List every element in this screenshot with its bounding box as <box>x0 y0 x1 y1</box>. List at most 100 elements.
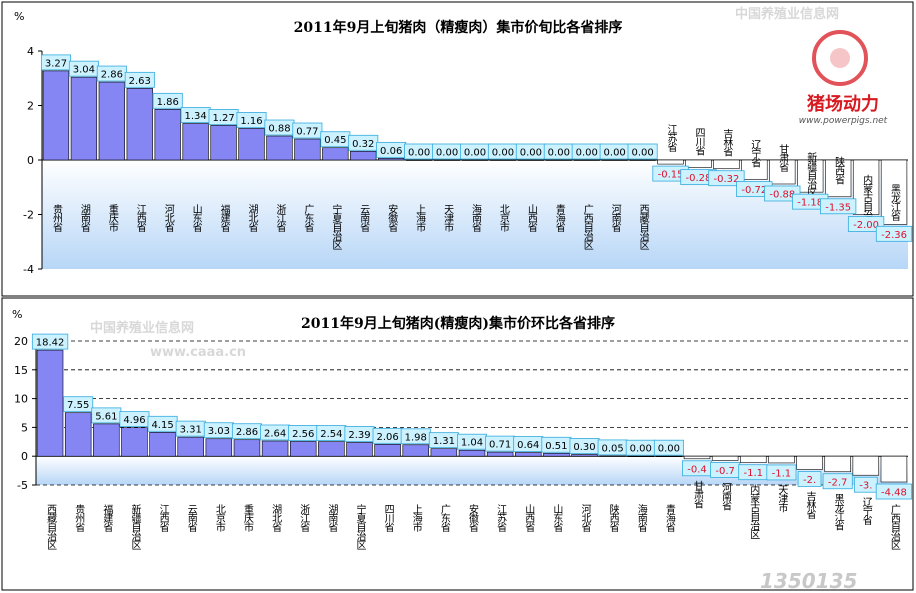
value-label: 1.04 <box>461 438 483 449</box>
category-label: 江西省 <box>134 204 146 233</box>
category-label: 四川省 <box>693 128 705 157</box>
bar <box>154 109 181 161</box>
pig-snout-icon <box>830 48 850 68</box>
value-label-box <box>653 439 684 456</box>
bar <box>486 451 514 457</box>
category-label: 甘肃省 <box>692 480 704 510</box>
value-label: 2.56 <box>292 429 314 440</box>
value-label-box <box>63 396 94 413</box>
bar <box>599 455 626 457</box>
category-label: 贵州省 <box>73 503 85 533</box>
value-label: -2. <box>803 475 816 486</box>
bar <box>149 431 176 457</box>
value-label: 4.15 <box>151 420 173 431</box>
bar <box>741 159 768 180</box>
brand-name: 猪场动力 <box>806 93 879 115</box>
bar <box>374 444 401 457</box>
category-label: 陕西省 <box>833 156 845 186</box>
category-label: 山西省 <box>525 204 537 233</box>
value-label-box <box>124 71 155 88</box>
category-label: 广东省 <box>438 504 450 533</box>
category-label: 西藏自治区 <box>45 504 57 550</box>
y-tick-label: 10 <box>14 393 28 406</box>
category-label: 青海省 <box>663 503 675 533</box>
value-label: 0.00 <box>658 444 680 455</box>
value-label-box <box>627 143 658 160</box>
value-label: -2.7 <box>828 477 848 488</box>
value-label: 2.63 <box>129 76 151 87</box>
category-label: 陕西省 <box>607 503 619 533</box>
value-label: -0.28 <box>686 173 712 184</box>
value-label: -0.72 <box>741 185 767 196</box>
bar <box>98 81 125 161</box>
category-label: 广西自治区 <box>581 204 593 250</box>
bar <box>515 452 542 457</box>
value-label: 3.03 <box>208 426 230 437</box>
category-label: 广东省 <box>302 204 314 233</box>
category-label: 青海省 <box>553 203 565 233</box>
bar <box>768 455 795 464</box>
value-label: 2.64 <box>264 428 286 439</box>
bar <box>93 423 120 457</box>
bar <box>601 159 628 161</box>
bar <box>852 455 880 476</box>
bar <box>461 159 489 161</box>
bar <box>210 125 237 161</box>
value-label: 5.61 <box>95 411 117 422</box>
category-label: 福建省 <box>218 203 230 233</box>
value-label: 1.86 <box>157 97 179 108</box>
bar <box>126 88 153 161</box>
bar <box>433 159 461 161</box>
category-label: 天津市 <box>442 204 454 233</box>
value-label: -1.35 <box>825 202 851 213</box>
category-label: 江西省 <box>157 504 169 533</box>
bar <box>458 449 486 457</box>
value-label-box <box>708 170 745 187</box>
bar <box>289 441 317 457</box>
y-tick-label: 20 <box>14 335 28 348</box>
category-label: 内蒙古自治区 <box>861 173 873 229</box>
value-label-box <box>152 92 183 109</box>
bar <box>318 441 345 457</box>
y-tick-label: 0 <box>27 154 34 167</box>
chart1-title: 2011年9月上旬猪肉（精瘦肉）集市价旬比各省排序 <box>294 19 623 36</box>
value-label: 0.00 <box>520 148 542 159</box>
chart2-title: 2011年9月上旬猪肉(精瘦肉)集市价环比各省排序 <box>301 315 615 332</box>
value-label: 3.31 <box>180 425 202 436</box>
category-label: 重庆市 <box>241 503 253 533</box>
bar <box>629 159 656 161</box>
value-label: 0.77 <box>296 127 318 138</box>
value-label: -0.4 <box>687 464 707 475</box>
value-label: 0.00 <box>631 148 653 159</box>
category-label: 湖南省 <box>78 204 90 233</box>
value-label: 0.45 <box>324 135 346 146</box>
category-label: 山东省 <box>551 504 563 533</box>
bar <box>543 452 570 457</box>
bar <box>233 439 261 457</box>
bar <box>36 349 64 457</box>
category-label: 湖北省 <box>246 204 258 233</box>
value-label: 0.71 <box>489 440 511 451</box>
bar <box>350 150 377 161</box>
bar <box>322 147 349 161</box>
category-label: 云南省 <box>185 504 197 533</box>
y-tick-label: 15 <box>14 364 28 377</box>
category-label: 河北省 <box>579 504 591 533</box>
category-label: 辽宁省 <box>860 497 872 526</box>
bar <box>42 70 70 161</box>
category-label: 北京市 <box>497 204 509 233</box>
value-label: -0.88 <box>769 189 795 200</box>
value-label: -3. <box>859 481 872 492</box>
bar <box>824 455 851 473</box>
value-label: 0.00 <box>630 444 652 455</box>
bar <box>489 159 517 161</box>
bar <box>825 159 852 198</box>
bar <box>261 440 289 457</box>
category-label: 广西自治区 <box>888 504 900 550</box>
category-label: 辽宁省 <box>749 139 761 168</box>
category-label: 西藏自治区 <box>637 204 649 250</box>
y-tick-label: 0 <box>21 450 28 463</box>
bar <box>545 159 572 161</box>
value-label: 2.86 <box>101 70 123 81</box>
